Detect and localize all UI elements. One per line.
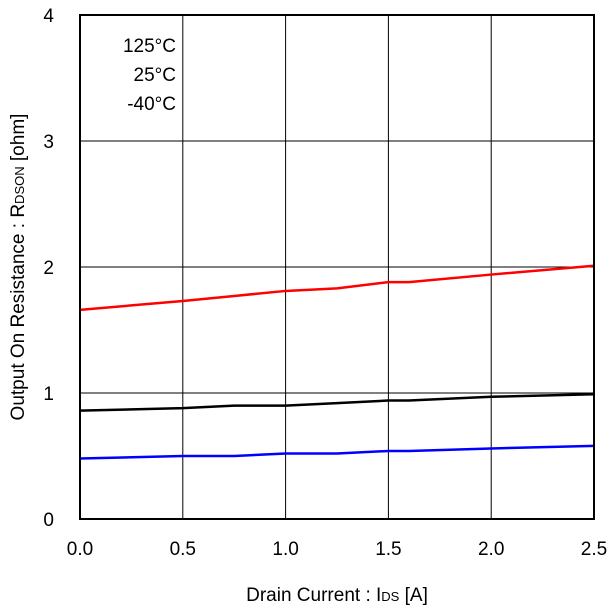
plot-frame [79,14,595,520]
y-tick-label: 4 [43,6,54,27]
series-line-1 [79,393,595,412]
x-tick-label: 0.0 [67,539,93,560]
legend-entry-0: 125°C [123,36,176,57]
series-layer [79,264,595,460]
y-tick-label: 2 [43,258,54,279]
x-axis-label-main: Drain Current : I [246,585,381,606]
y-axis-label-sub: DSON [12,166,27,204]
y-axis-label-main: Output On Resistance : R [8,204,29,421]
x-axis-label: Drain Current : IDS [A] [246,585,428,606]
y-axis-label-tail: [ohm] [8,114,29,167]
x-tick-labels: 0.0 0.5 1.0 1.5 2.0 2.5 [67,539,607,560]
x-axis-label-tail: [A] [399,585,428,606]
y-tick-label: 1 [43,384,54,405]
legend: 125°C 25°C -40°C [123,36,176,115]
x-tick-label: 2.5 [581,539,607,560]
x-tick-label: 2.0 [478,539,504,560]
series-line-0 [79,264,595,312]
x-axis-label-sub: DS [381,589,399,604]
x-tick-label: 1.5 [375,539,401,560]
y-tick-label: 0 [43,510,54,531]
series-line-2 [79,444,595,460]
y-tick-label: 3 [43,132,54,153]
legend-entry-1: 25°C [134,65,176,86]
legend-entry-2: -40°C [127,94,176,115]
y-axis-label: Output On Resistance : RDSON [ohm] [8,114,29,421]
x-tick-label: 1.0 [272,539,298,560]
y-tick-labels: 0 1 2 3 4 [43,6,54,531]
x-tick-label: 0.5 [170,539,196,560]
